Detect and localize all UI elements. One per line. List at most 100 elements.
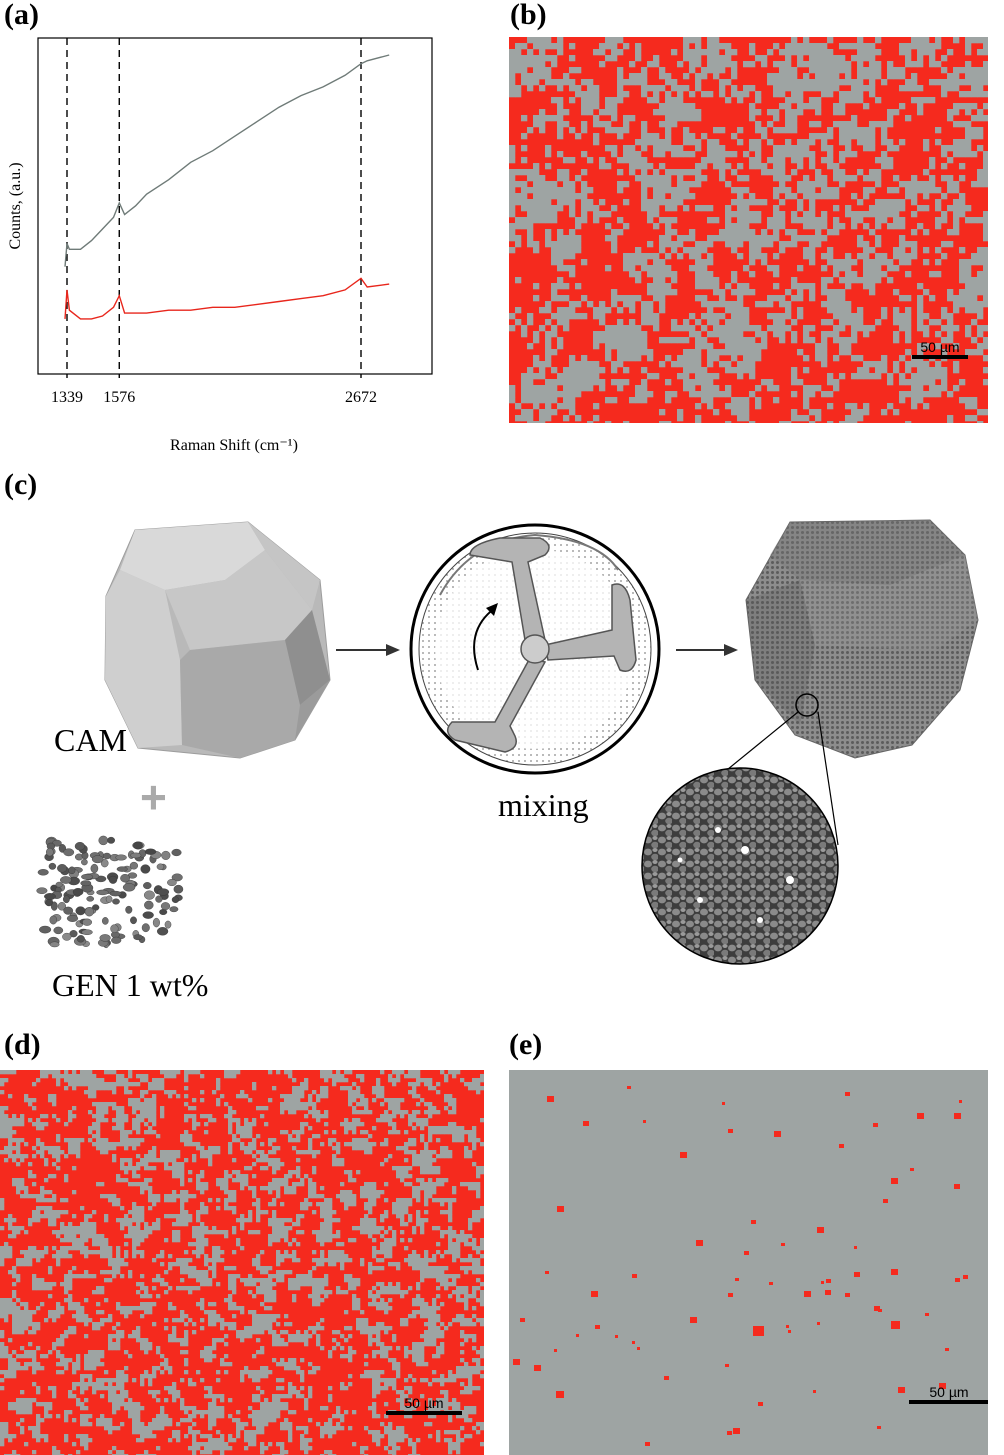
map-cell [665, 223, 672, 230]
map-cell [713, 289, 720, 296]
map-cell [88, 1070, 93, 1075]
map-cell [216, 1150, 221, 1155]
map-cell [911, 397, 918, 404]
map-cell [629, 295, 636, 302]
map-cell [356, 1094, 361, 1099]
map-cell [935, 205, 942, 212]
map-cell [965, 67, 972, 74]
map-cell [336, 1194, 341, 1199]
map-cell [368, 1142, 373, 1147]
map-cell [719, 331, 726, 338]
map-cell [68, 1294, 73, 1299]
map-cell [539, 109, 546, 116]
map-cell [328, 1262, 333, 1267]
map-cell [8, 1130, 13, 1135]
map-cell [779, 145, 786, 152]
map-cell [144, 1078, 149, 1083]
gen-particle [112, 898, 120, 905]
map-cell [236, 1242, 241, 1247]
map-cell [941, 91, 948, 98]
map-cell [4, 1118, 9, 1123]
map-cell [899, 253, 906, 260]
map-cell [424, 1202, 429, 1207]
map-cell [348, 1070, 353, 1075]
map-cell [569, 271, 576, 278]
map-cell [132, 1218, 137, 1223]
map-cell [56, 1134, 61, 1139]
map-cell [839, 175, 846, 182]
map-cell [412, 1254, 417, 1259]
map-cell [152, 1166, 157, 1171]
map-cell [144, 1114, 149, 1119]
map-cell [76, 1074, 81, 1079]
map-cell [328, 1226, 333, 1231]
map-cell [12, 1306, 17, 1311]
map-cell [971, 295, 978, 302]
map-cell [935, 79, 942, 86]
map-cell [308, 1186, 313, 1191]
map-cell [635, 349, 642, 356]
map-cell [416, 1302, 421, 1307]
map-cell [464, 1298, 469, 1303]
map-cell [575, 415, 582, 422]
map-cell [677, 145, 684, 152]
map-cell [8, 1142, 13, 1147]
map-cell [953, 199, 960, 206]
map-cell [653, 271, 660, 278]
map-cell [320, 1234, 325, 1239]
map-cell [665, 355, 672, 362]
map-cell [761, 343, 768, 350]
map-cell [629, 331, 636, 338]
map-cell [539, 211, 546, 218]
map-cell [965, 397, 972, 404]
map-cell [791, 211, 798, 218]
map-cell [905, 337, 912, 344]
map-cell [208, 1162, 213, 1167]
map-cell [959, 121, 966, 128]
map-cell [779, 163, 786, 170]
map-cell [308, 1274, 313, 1279]
map-cell [821, 43, 828, 50]
map-cell [521, 115, 528, 122]
map-cell [40, 1198, 45, 1203]
map-cell [384, 1110, 389, 1115]
map-cell [731, 223, 738, 230]
map-cell [839, 181, 846, 188]
map-cell [905, 241, 912, 248]
map-cell [923, 37, 930, 44]
map-cell [424, 1190, 429, 1195]
map-cell [352, 1142, 357, 1147]
map-cell [971, 37, 978, 44]
map-cell [424, 1166, 429, 1171]
gen-particle [49, 941, 60, 948]
map-cell [288, 1186, 293, 1191]
map-cell [4, 1298, 9, 1303]
map-cell [48, 1266, 53, 1271]
map-cell [368, 1222, 373, 1227]
map-cell [521, 43, 528, 50]
map-cell [132, 1306, 137, 1311]
map-cell [300, 1230, 305, 1235]
map-cell [264, 1210, 269, 1215]
map-cell [869, 229, 876, 236]
map-cell [875, 319, 882, 326]
map-cell [340, 1190, 345, 1195]
map-cell [749, 145, 756, 152]
map-cell [851, 223, 858, 230]
map-cell [719, 151, 726, 158]
map-cell [348, 1278, 353, 1283]
map-cell [188, 1138, 193, 1143]
map-cell [456, 1126, 461, 1131]
map-cell [136, 1214, 141, 1219]
map-cell [833, 193, 840, 200]
map-cell [312, 1090, 317, 1095]
map-cell [180, 1138, 185, 1143]
map-cell [140, 1302, 145, 1307]
map-cell [328, 1238, 333, 1243]
map-cell [232, 1250, 237, 1255]
map-cell [432, 1190, 437, 1195]
map-cell [4, 1070, 9, 1075]
map-cell [224, 1298, 229, 1303]
map-cell [881, 217, 888, 224]
map-cell [821, 73, 828, 80]
